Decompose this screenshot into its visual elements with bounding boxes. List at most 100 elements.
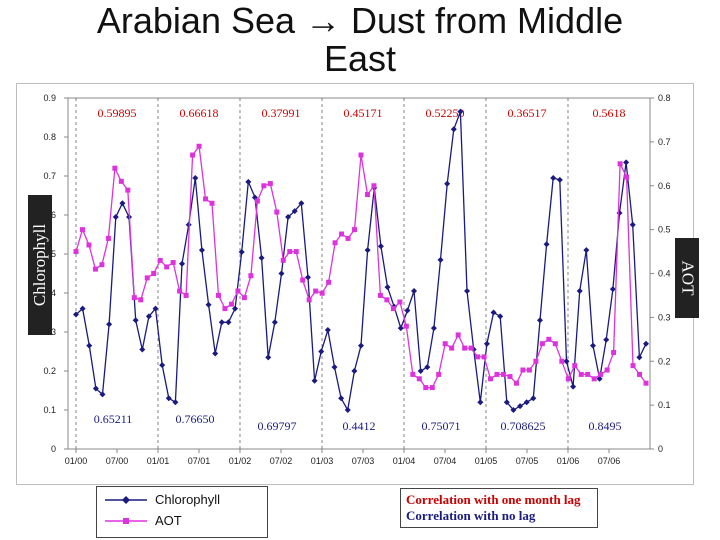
aot-point [352,227,358,233]
chlorophyll-point [411,288,418,295]
aot-axis-label: AOT [675,238,699,318]
aot-point [177,288,183,294]
left-axis-tick-label: 0 [51,444,56,454]
chlorophyll-point [351,368,358,374]
chlorophyll-point [92,385,99,392]
chlorophyll-point [331,364,338,371]
chlorophyll-point [165,395,172,402]
chlorophyll-point [563,358,570,365]
x-axis-tick-label: 07/01 [188,456,211,466]
chlorophyll-point [643,340,649,347]
chlorophyll-point [517,403,524,410]
chlorophyll-point [364,247,371,254]
chlorophyll-point [444,180,451,187]
chlorophyll-point [570,383,577,390]
aot-point [423,385,429,391]
aot-point [513,380,519,386]
chlorophyll-point [523,399,530,406]
aot-point [624,174,630,180]
aot-point [157,257,163,263]
aot-point [449,345,455,351]
aot-point [73,249,79,255]
chlorophyll-point [510,407,517,413]
aot-point [280,257,286,263]
right-axis-tick-label: 0.3 [658,312,671,322]
aot-point [539,341,545,347]
chlorophyll-point [225,319,232,326]
aot-point [92,266,98,272]
x-axis-tick-label: 07/05 [516,456,539,466]
chlorophyll-point [616,210,623,217]
chlorophyll-point [457,108,464,115]
x-axis-tick-label: 07/03 [352,456,375,466]
x-axis-tick-label: 01/01 [147,456,170,466]
aot-point [183,292,189,298]
aot-point [345,235,351,241]
chlorophyll-point [198,247,205,254]
aot-point [235,288,241,294]
aot-point [371,183,377,189]
chlorophyll-point [490,309,497,316]
aot-point [131,295,137,301]
chlorophyll-point [609,286,616,293]
chlorophyll-point [430,325,437,332]
aot-point [306,297,312,303]
chlorophyll-point [119,200,126,207]
aot-point [222,306,228,312]
chlorophyll-point [238,249,245,256]
nolag-correlation-value: 0.75071 [422,419,461,433]
legend: Chlorophyll AOT [96,486,268,538]
chlorophyll-point [73,311,79,318]
left-axis-tick-label: 0.8 [43,132,56,142]
chlorophyll-point [384,284,391,291]
aot-point [598,371,604,377]
chlorophyll-point [185,221,192,228]
aot-point [488,376,494,382]
aot-point [494,371,500,377]
right-axis-tick-label: 0.7 [658,137,671,147]
aot-point [300,277,306,283]
chlorophyll-point [318,348,325,355]
lag-correlation-value: 0.52250 [426,106,465,120]
nolag-correlation-value: 0.76650 [176,412,215,426]
nolag-correlation-value: 0.708625 [501,419,546,433]
chlorophyll-point [172,399,179,406]
chlorophyll-point [543,241,550,248]
chlorophyll-point [86,342,93,349]
aot-point [604,367,610,373]
aot-point [507,374,513,380]
aot-point [319,290,325,296]
chlorophyll-point [106,321,113,328]
left-axis-tick-label: 0.2 [43,366,56,376]
lag-correlation-note: Correlation with one month lag [406,492,581,507]
chlorophyll-point [298,200,305,207]
chlorophyll-point [424,364,431,371]
aot-point [364,192,370,198]
chlorophyll-point [152,305,159,312]
aot-point [170,260,176,266]
chlorophyll-point [556,176,563,183]
chlorophyll-point [192,174,199,181]
nolag-correlation-value: 0.4412 [343,419,376,433]
lag-correlation-value: 0.5618 [593,106,626,120]
aot-point [287,249,293,255]
aot-point [617,161,623,167]
aot-legend-swatch [105,518,147,524]
right-axis-tick-label: 0.1 [658,400,671,410]
aot-point [436,371,442,377]
aot-point [112,165,118,171]
aot-point [254,198,260,204]
chlorophyll-point [477,399,484,406]
chlorophyll-point [377,243,384,250]
lag-correlation-value: 0.37991 [262,106,301,120]
legend-item-aot: AOT [103,512,263,530]
chlorophyll-point [218,319,225,326]
aot-point [86,242,92,248]
aot-point [151,271,157,276]
aot-point [164,264,170,270]
aot-point [416,376,422,382]
x-axis-tick-label: 01/02 [229,456,252,466]
nolag-correlation-note: Correlation with no lag [406,508,536,523]
chlorophyll-point [483,340,490,347]
aot-point [572,363,578,369]
